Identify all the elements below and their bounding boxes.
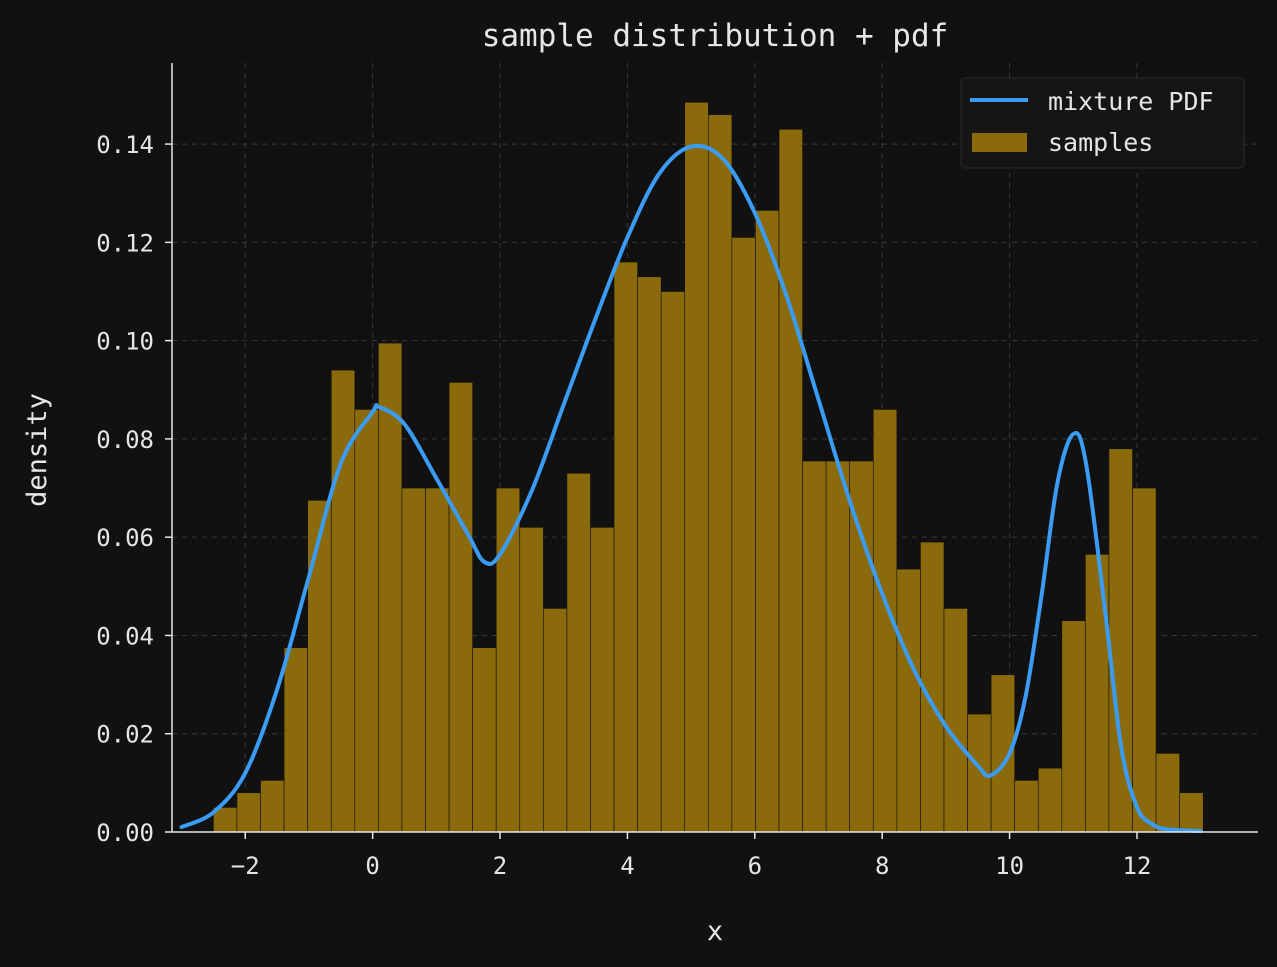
legend-label-pdf: mixture PDF [1048, 87, 1214, 116]
histogram-bar [283, 647, 308, 833]
x-axis-label: x [707, 916, 723, 947]
x-tick-label: 10 [995, 852, 1024, 880]
y-tick-label: 0.04 [96, 622, 154, 650]
histogram-bar [543, 608, 568, 833]
histogram-bar [825, 460, 851, 833]
x-tick-label: 12 [1123, 852, 1152, 880]
histogram-bar [1085, 554, 1110, 833]
axes [171, 63, 1258, 833]
x-tick-label: 8 [875, 852, 889, 880]
histogram-bar [896, 568, 921, 833]
y-tick-label: 0.08 [96, 426, 154, 454]
histogram-bar [967, 713, 992, 833]
mixture-pdf-line [179, 143, 1203, 834]
histogram-bar [684, 102, 709, 833]
histogram-bar [613, 261, 638, 833]
histogram-bar [802, 460, 827, 833]
histogram-bar [943, 608, 968, 833]
histogram-bar [1037, 767, 1063, 833]
histogram-bar [1179, 792, 1204, 833]
y-tick-label: 0.00 [96, 819, 154, 847]
y-tick-label: 0.12 [96, 229, 154, 257]
y-tick-label: 0.14 [96, 131, 154, 159]
y-tick-label: 0.06 [96, 524, 154, 552]
y-axis-label: density [22, 393, 53, 507]
histogram-bar [1155, 753, 1180, 833]
histogram-bar [731, 237, 756, 833]
y-tick-label: 0.02 [96, 721, 154, 749]
x-tick-label: 0 [365, 852, 379, 880]
histogram-bar [519, 527, 544, 833]
histogram-bar [1132, 487, 1157, 833]
tick-labels: −2 0 2 4 6 8 10 12 0.00 0.02 0.04 0.06 0.08 0.10 0.12 0… [96, 131, 1151, 880]
x-tick-label: 6 [748, 852, 762, 880]
pdf-line-layer [179, 143, 1203, 834]
legend-bar-swatch [972, 133, 1027, 152]
y-tick-label: 0.10 [96, 328, 154, 356]
legend-label-samples: samples [1048, 128, 1153, 157]
histogram-bar [755, 210, 780, 833]
histogram-bar [425, 487, 450, 833]
histogram-bar [472, 647, 497, 833]
histogram-bar [660, 291, 686, 833]
x-tick-label: 4 [620, 852, 634, 880]
histogram-bar [401, 487, 426, 833]
histogram-bar [448, 382, 473, 833]
x-tick-label: −2 [231, 852, 260, 880]
chart-title: sample distribution + pdf [482, 18, 949, 54]
histogram-bar [260, 780, 285, 833]
legend-box [960, 77, 1245, 169]
x-tick-label: 2 [493, 852, 507, 880]
histogram-bar [236, 792, 261, 833]
histogram-bar [590, 527, 615, 833]
histogram-bar [637, 276, 662, 833]
histogram-bars [213, 102, 1204, 833]
histogram-bar [778, 129, 803, 833]
histogram-bar [307, 500, 332, 833]
histogram-bar [566, 472, 591, 833]
histogram-bar [1108, 448, 1133, 833]
legend: mixture PDF samples [960, 77, 1245, 169]
histogram-bar [708, 114, 733, 833]
histogram-bar [1061, 620, 1086, 833]
histogram-bar [354, 409, 379, 833]
histogram-bar [1014, 780, 1039, 833]
